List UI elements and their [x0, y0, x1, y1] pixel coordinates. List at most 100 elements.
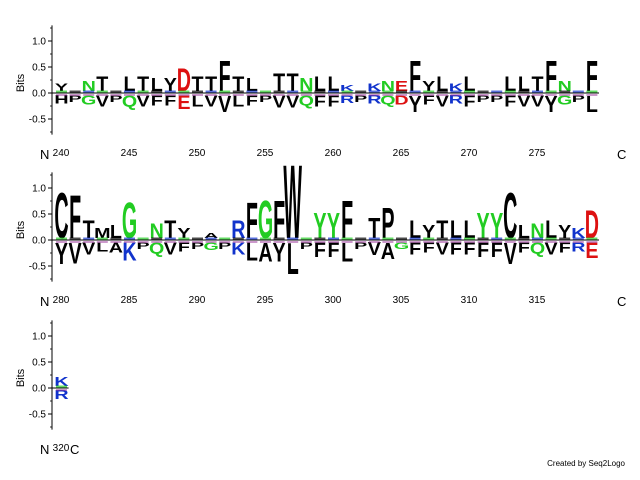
logo-neg-band — [396, 94, 407, 96]
logo-position: CY — [54, 181, 68, 271]
logo-under-letter: K — [122, 237, 137, 266]
logo-minor-band — [586, 237, 598, 240]
logo-position: LF — [450, 215, 462, 258]
logo-letter: M — [94, 225, 110, 242]
logo-minor-band — [300, 237, 312, 240]
logo-position: YF — [422, 78, 436, 108]
logo-letter: D — [177, 62, 191, 98]
logo-position: FY — [545, 54, 559, 118]
logo-minor-band — [545, 237, 557, 240]
logo-neg-band — [504, 241, 516, 243]
logo-minor-band — [491, 237, 503, 240]
logo-under-letter: F — [463, 239, 475, 258]
logo-minor-band — [151, 237, 163, 240]
logo-neg-band — [96, 241, 108, 243]
logo-minor-band — [382, 90, 394, 93]
logo-minor-band — [137, 90, 149, 93]
credit-text: Created by Seq2Logo — [547, 459, 625, 468]
logo-letter: K — [449, 82, 464, 94]
logo-position: G — [394, 237, 409, 251]
logo-under-letter: P — [354, 241, 367, 252]
logo-position: LQ — [122, 72, 137, 110]
logo-letter: Y — [177, 225, 191, 242]
logo-position: NQ — [149, 219, 164, 257]
logo-minor-band — [124, 237, 135, 240]
logo-minor-band — [178, 237, 190, 240]
x-tick-label: 250 — [189, 148, 206, 159]
logo-under-letter: R — [340, 93, 355, 106]
logo-under-letter: K — [231, 239, 246, 258]
logo-neg-band — [69, 241, 81, 243]
logo-under-letter: Y — [409, 90, 423, 117]
logo-position: P — [218, 237, 231, 251]
logo-minor-band — [436, 90, 448, 93]
logo-position: TV — [368, 213, 381, 260]
logo-position: NQ — [530, 219, 545, 257]
logo-under-letter: G — [557, 93, 572, 108]
x-tick-label: 280 — [53, 295, 70, 306]
logo-letter: Y — [422, 78, 436, 95]
logo-under-letter: F — [178, 240, 190, 255]
logo-neg-band — [355, 94, 367, 96]
logo-neg-band — [219, 241, 231, 243]
logo-position: TV — [82, 215, 96, 258]
logo-neg-band — [491, 241, 503, 243]
logo-neg-band — [56, 241, 67, 243]
logo-minor-band — [328, 237, 339, 240]
logo-minor-band — [164, 237, 176, 240]
x-tick-label: 270 — [461, 148, 478, 159]
logo-under-letter: P — [354, 94, 367, 105]
logo-minor-band — [69, 90, 81, 93]
logo-letter: G — [258, 189, 273, 250]
logo-letter: T — [191, 72, 203, 96]
logo-letter: K — [367, 82, 382, 94]
logo-letter: L — [436, 72, 448, 96]
logo-letter: C — [503, 181, 517, 253]
logo-neg-band — [151, 94, 163, 96]
logo-minor-band — [205, 90, 217, 93]
logo-under-letter: Y — [55, 238, 68, 271]
logo-position: TV — [531, 72, 544, 110]
logo-position: LV — [436, 72, 449, 110]
logo-position: YF — [477, 207, 490, 262]
logo-under-letter: R — [54, 388, 68, 403]
logo-minor-band — [96, 90, 108, 93]
logo-minor-band — [314, 237, 326, 240]
logo-minor-band — [532, 237, 543, 240]
logo-neg-band — [518, 241, 530, 243]
logo-position: YF — [558, 223, 572, 256]
logo-letter: T — [164, 215, 176, 244]
logo-minor-band — [151, 90, 163, 93]
logo-minor-band — [192, 237, 203, 240]
logo-minor-band — [341, 237, 353, 240]
logo-neg-band — [559, 94, 571, 96]
logo-under-letter: V — [286, 92, 300, 111]
c-terminus-label: C — [70, 442, 79, 457]
logo-letter: Y — [55, 82, 69, 94]
logo-letter: Y — [490, 207, 503, 247]
x-tick-label: 255 — [257, 148, 274, 159]
logo-neg-band — [246, 94, 258, 96]
logo-neg-band — [464, 94, 475, 96]
logo-position: LF — [314, 72, 326, 110]
logo-minor-band — [409, 237, 421, 240]
logo-under-letter: R — [449, 93, 463, 106]
logo-neg-band — [232, 94, 244, 96]
logo-position: ED — [394, 78, 408, 108]
logo-position: P — [191, 237, 204, 251]
logo-under-letter: F — [477, 240, 489, 263]
logo-letter: N — [82, 78, 96, 95]
logo-letter: T — [531, 72, 543, 96]
logo-position: YF — [327, 207, 340, 262]
logo-neg-band — [83, 241, 95, 243]
y-tick-label: 1.0 — [32, 37, 46, 48]
logo-minor-band — [545, 90, 557, 93]
logo-minor-band — [450, 90, 462, 93]
logo-minor-band — [586, 90, 598, 93]
logo-neg-band — [164, 94, 176, 96]
logo-under-letter: E — [585, 239, 598, 263]
logo-position: FY — [273, 189, 286, 269]
logo-position: NQ — [380, 78, 395, 108]
x-tick-label: 240 — [53, 148, 70, 159]
logo-letter: F — [69, 183, 81, 252]
